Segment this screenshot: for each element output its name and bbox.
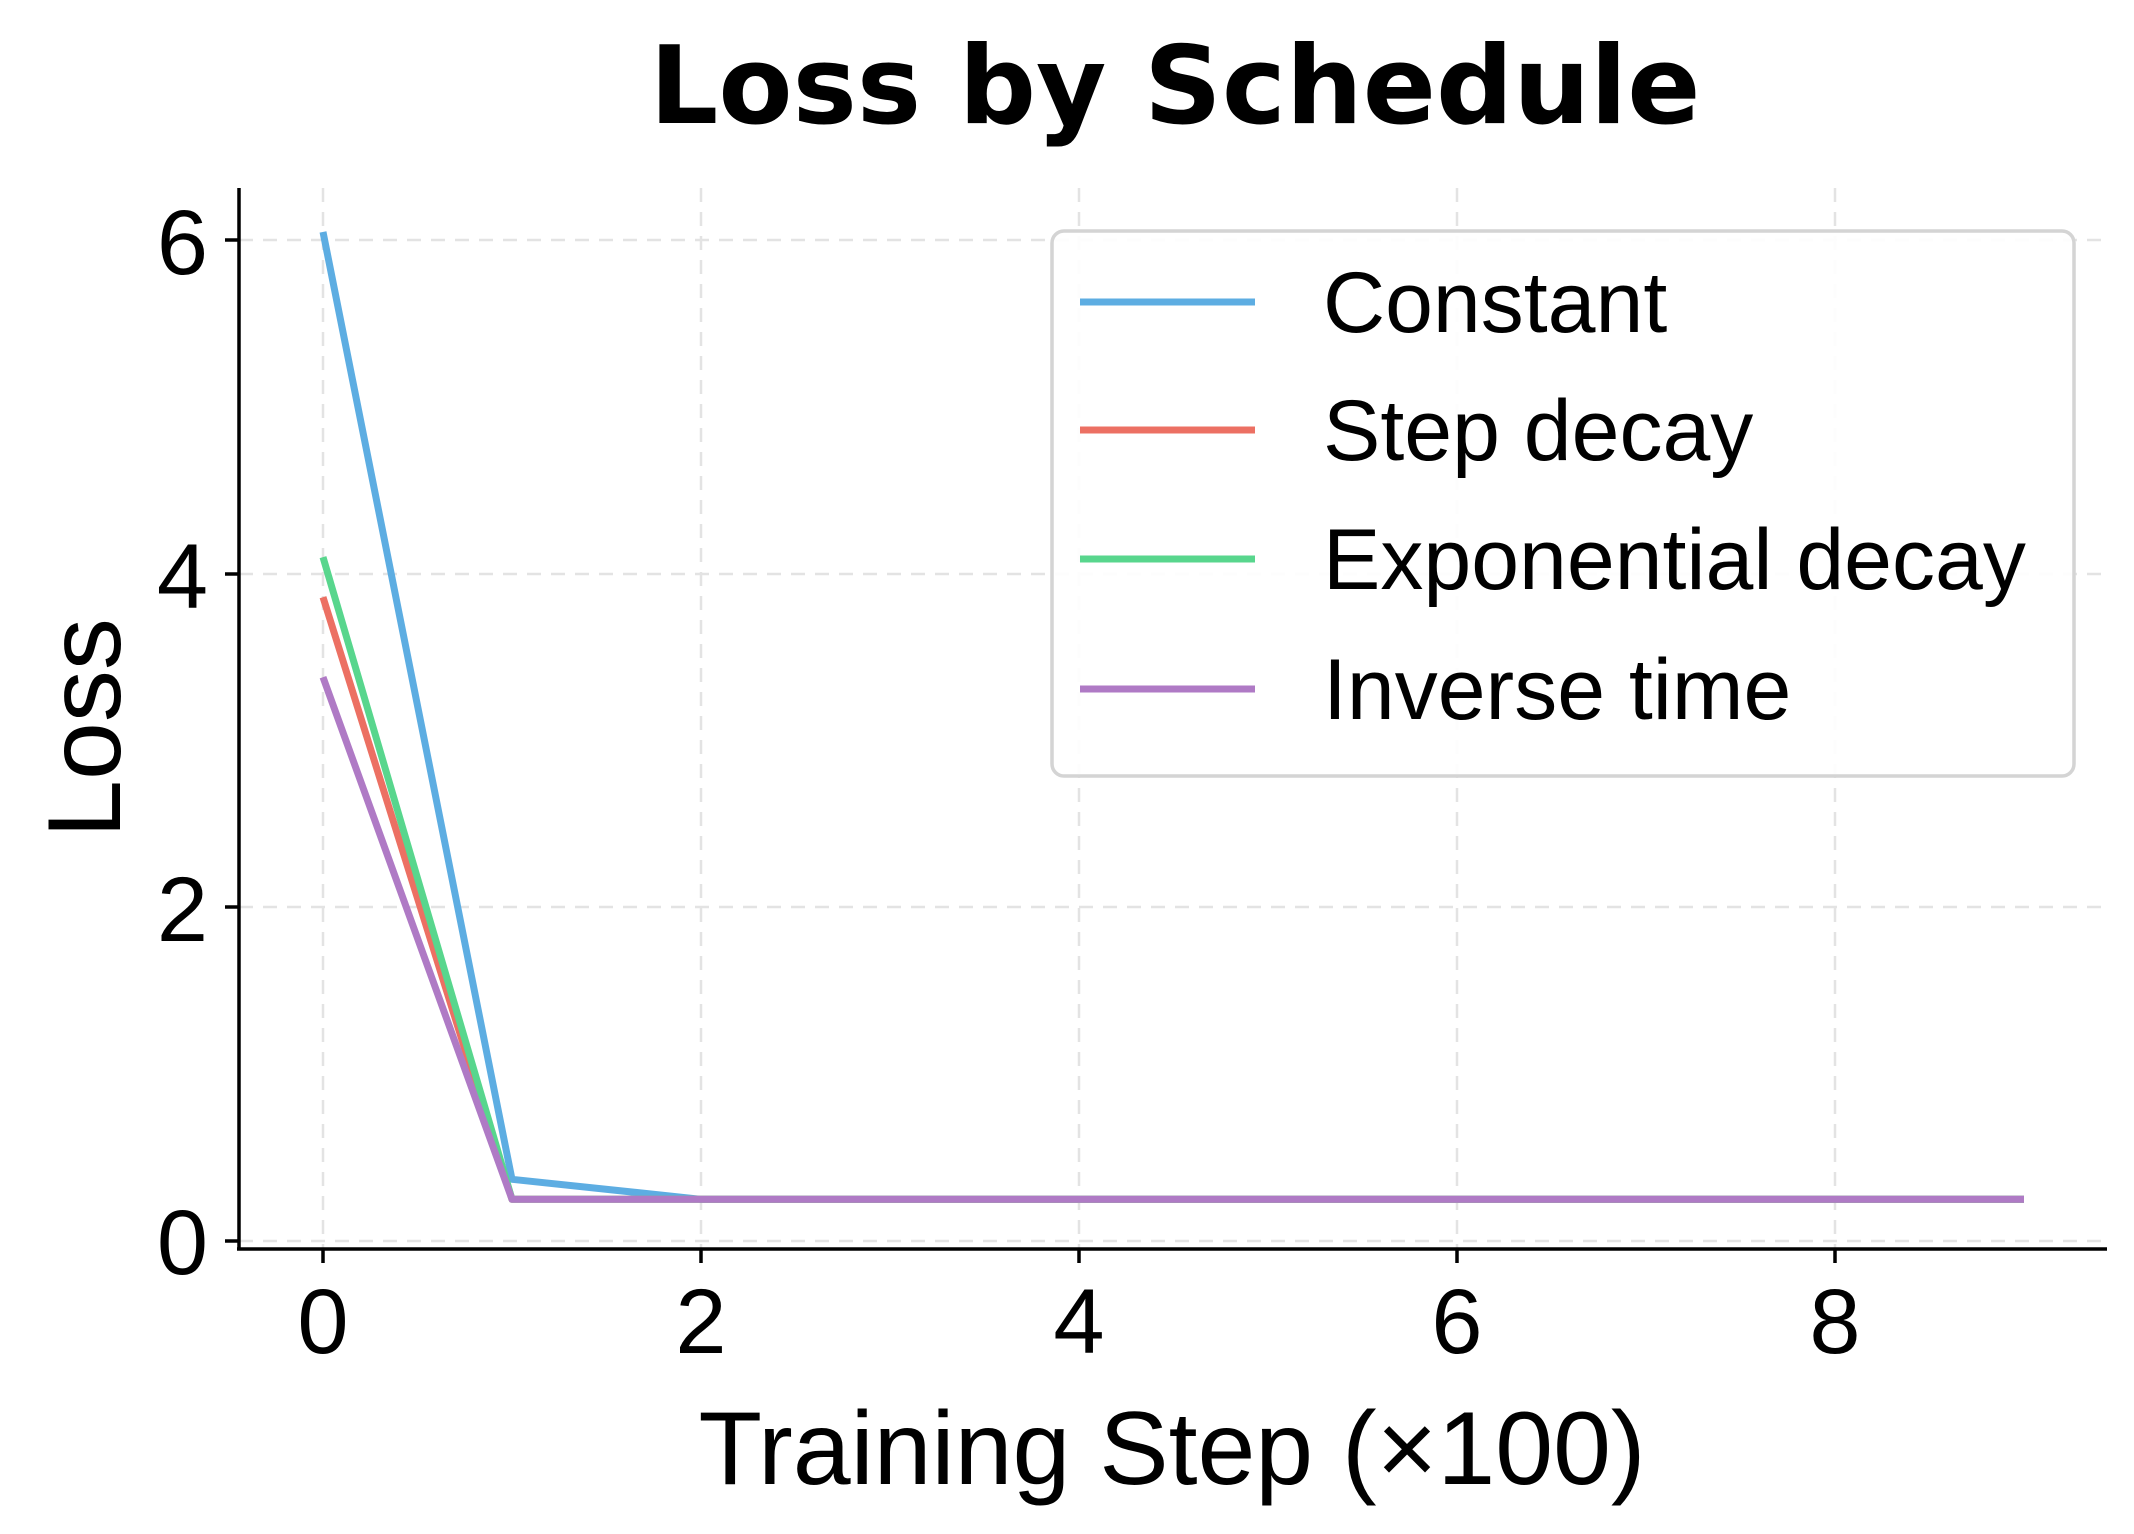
y-axis-label: Loss (27, 618, 143, 838)
x-tick-label: 4 (1053, 1271, 1104, 1373)
x-axis-label: Training Step (×100) (698, 1391, 1645, 1507)
series-line-inverse-time (319, 676, 2024, 1203)
x-tick-label: 2 (675, 1271, 726, 1373)
y-tick-label: 2 (157, 859, 208, 961)
legend: Constant Step decay Exponential decay In… (1050, 229, 2076, 778)
y-tick-label: 4 (157, 526, 208, 628)
legend-label: Step decay (1323, 383, 1753, 479)
y-tick-label: 0 (157, 1192, 208, 1294)
y-tick-label: 6 (157, 192, 208, 294)
legend-item-constant: Constant (1080, 255, 1667, 351)
x-tick-label: 0 (297, 1271, 348, 1373)
legend-label: Exponential decay (1323, 512, 2026, 608)
legend-label: Inverse time (1323, 642, 1791, 738)
x-axis-ticks: 0 2 4 6 8 (297, 1249, 1861, 1373)
x-tick-label: 8 (1809, 1271, 1860, 1373)
x-tick-label: 6 (1431, 1271, 1482, 1373)
legend-label: Constant (1323, 255, 1667, 351)
legend-frame (1050, 229, 2076, 778)
legend-item-step-decay: Step decay (1080, 383, 1753, 479)
series-layer (319, 231, 2024, 1203)
chart-title: Loss by Schedule (650, 24, 1701, 149)
y-axis-ticks: 0 2 4 6 (157, 192, 239, 1294)
legend-item-exponential-decay: Exponential decay (1080, 512, 2026, 608)
legend-item-inverse-time: Inverse time (1080, 642, 1791, 738)
